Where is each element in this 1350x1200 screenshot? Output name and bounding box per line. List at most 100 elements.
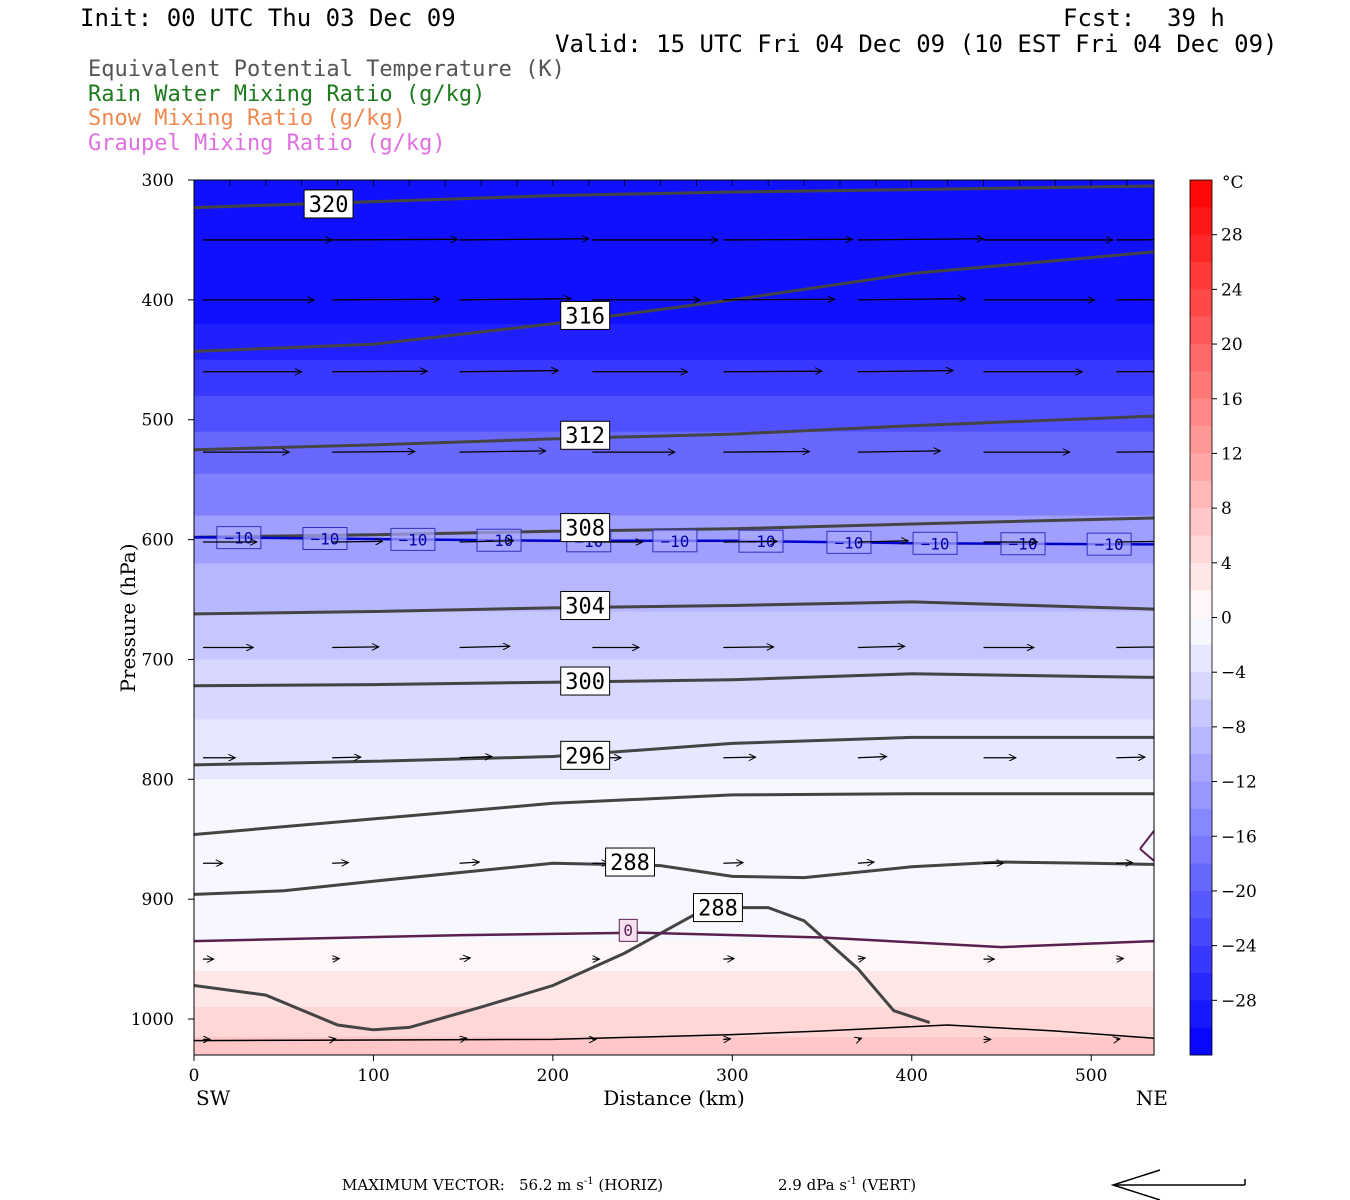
colorbar-tick-label: −24	[1221, 937, 1257, 957]
y-tick-label: 500	[142, 411, 174, 431]
colorbar-swatch	[1190, 371, 1212, 400]
x-tick-label: 500	[1075, 1066, 1107, 1086]
wind-vector	[459, 239, 589, 240]
wind-vector	[723, 541, 777, 542]
colorbar-swatch	[1190, 781, 1212, 810]
colorbar-swatch	[1190, 289, 1212, 318]
theta-e-label: 288	[610, 851, 650, 876]
colorbar-swatch	[1190, 726, 1212, 755]
isotherm-label: −10	[1095, 535, 1124, 554]
isotherm-label: −10	[835, 533, 864, 552]
theta-e-line	[194, 792, 1154, 836]
wind-vector	[459, 646, 510, 647]
colorbar-swatch	[1190, 426, 1212, 454]
temp-band	[194, 719, 1154, 780]
colorbar-tick-label: 20	[1221, 335, 1243, 355]
colorbar-swatch	[1190, 617, 1212, 646]
wind-vector	[332, 239, 458, 240]
theta-e-label-box	[303, 189, 354, 219]
wind-vector	[857, 646, 905, 647]
theta-e-label: 300	[565, 670, 605, 695]
colorbar-swatch	[1190, 1027, 1212, 1056]
theta-e-label-box	[560, 666, 611, 696]
wind-vector	[723, 757, 755, 758]
isotherm-label: −10	[921, 534, 950, 553]
colorbar-swatch	[1190, 808, 1212, 837]
colorbar-swatch	[1190, 207, 1212, 236]
temp-band	[194, 659, 1154, 720]
plot-frame	[193, 179, 1155, 1056]
colorbar-unit: °C	[1222, 173, 1244, 193]
isotherm-label: −10	[1009, 535, 1038, 554]
colorbar-swatch	[1190, 918, 1212, 947]
temp-band	[194, 1007, 1154, 1038]
wind-vector	[332, 299, 440, 300]
surface-line	[194, 1024, 1154, 1042]
wind-vector	[857, 371, 953, 372]
wind-vector	[723, 863, 743, 864]
wind-vector	[723, 959, 734, 960]
wind-vector	[857, 451, 941, 452]
temp-band	[194, 395, 1154, 433]
wind-vector	[857, 239, 984, 240]
wind-vector	[332, 451, 415, 452]
wind-vector	[332, 959, 339, 960]
colorbar-swatch	[1190, 316, 1212, 345]
isotherm-label-box	[826, 530, 872, 554]
wind-vector	[1116, 451, 1154, 453]
colorbar-swatch	[1190, 672, 1212, 700]
isotherm-label-box	[652, 529, 698, 553]
wind-vector	[459, 541, 514, 542]
colorbar-swatch	[1190, 590, 1212, 618]
isotherm-label-box	[390, 527, 436, 551]
legend-graupel: Graupel Mixing Ratio (g/kg)	[88, 131, 446, 156]
colorbar-swatch	[1190, 180, 1212, 208]
wind-vector	[1116, 863, 1132, 864]
x-tick-label: 200	[537, 1066, 569, 1086]
wind-vector	[1116, 1039, 1120, 1040]
colorbar-swatch	[1190, 508, 1212, 536]
colorbar: °C 28 24 20 16 12 8 4 0 −4 −8 −12 −16 −20 −24 −28	[1189, 173, 1257, 1056]
wind-vector	[332, 863, 348, 864]
wind-vector	[1116, 370, 1154, 373]
theta-e-label-box	[605, 847, 655, 877]
colorbar-tick-label: 0	[1221, 609, 1232, 629]
temperature-shading	[194, 180, 1154, 1055]
forecast-label: Fcst:	[1063, 4, 1136, 32]
y-tick-label: 900	[142, 890, 174, 910]
wind-vector	[723, 1039, 730, 1040]
wind-vector	[1116, 239, 1154, 241]
wind-vector	[332, 647, 379, 648]
contour-labels: 320 316 312 308 304 300 296 288 288 0	[303, 189, 743, 942]
axes: 300 400 500 600 700 800 900 1000 0 100 200 300 400 50…	[116, 171, 1168, 1110]
colorbar-swatch	[1190, 945, 1212, 974]
theta-e-line	[194, 600, 1154, 616]
max-vector-label: MAXIMUM VECTOR:	[342, 1176, 505, 1194]
wind-vector	[459, 958, 471, 959]
colorbar-swatch	[1190, 344, 1212, 372]
isotherm-zero	[194, 931, 1154, 949]
wind-vector	[723, 299, 834, 300]
theta-e-label: 308	[565, 517, 605, 542]
temp-band	[194, 359, 1154, 397]
colorbar-tick-label: 8	[1221, 499, 1232, 519]
isotherm-label-box	[1000, 532, 1046, 556]
wind-vector	[723, 451, 809, 452]
colorbar-swatch	[1190, 562, 1212, 591]
legend-rain: Rain Water Mixing Ratio (g/kg)	[88, 82, 486, 107]
wind-vector	[1116, 757, 1145, 758]
theta-e-label: 312	[565, 424, 605, 449]
y-tick-label: 800	[142, 770, 174, 790]
theta-e-line	[194, 414, 1154, 452]
y-axis-label: Pressure (hPa)	[116, 544, 140, 693]
colorbar-swatch	[1190, 234, 1212, 263]
wind-vector	[332, 1039, 336, 1040]
colorbar-swatch	[1190, 972, 1212, 1001]
y-tick-label: 600	[142, 531, 174, 551]
legend-theta-e: Equivalent Potential Temperature (K)	[88, 57, 565, 82]
wind-vector	[857, 757, 887, 758]
temp-band	[194, 1037, 1154, 1055]
colorbar-tick-label: −4	[1221, 663, 1246, 683]
colorbar-swatch	[1190, 262, 1212, 290]
theta-e-line	[194, 906, 931, 1032]
